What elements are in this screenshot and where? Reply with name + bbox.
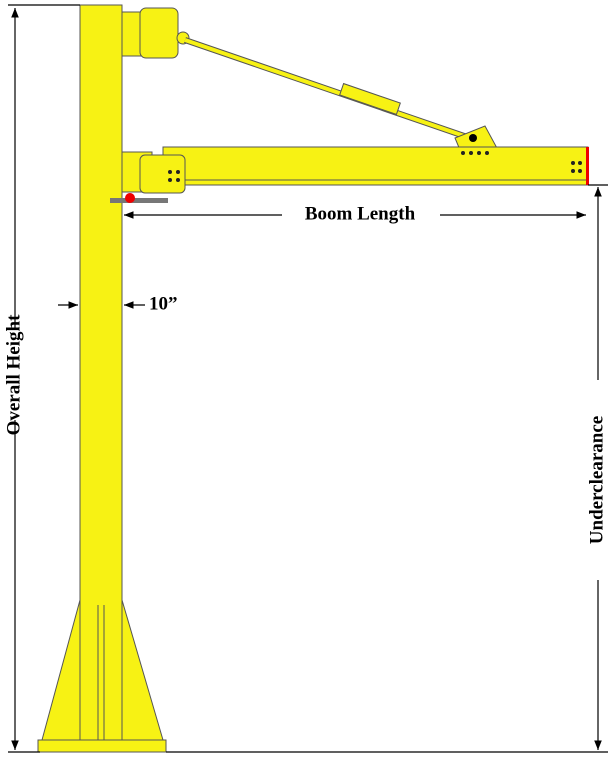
underclearance-label: Underclearance xyxy=(586,416,607,544)
overall-height-label: Overall Height xyxy=(3,314,24,436)
bolts xyxy=(168,151,582,182)
pin xyxy=(469,134,477,142)
boom-hinge xyxy=(139,154,186,194)
turnbuckle xyxy=(339,82,401,116)
boom xyxy=(162,146,589,186)
mast-width-label: 10” xyxy=(149,293,178,314)
tie-rod-fill xyxy=(184,38,471,140)
mast xyxy=(79,4,123,742)
rotation-stop xyxy=(125,193,135,203)
crane xyxy=(37,4,589,753)
end-stop xyxy=(586,147,589,185)
collar xyxy=(110,198,168,203)
top-hinge xyxy=(139,7,179,59)
boom-length-label: Boom Length xyxy=(305,203,416,224)
base-plate xyxy=(37,739,167,753)
